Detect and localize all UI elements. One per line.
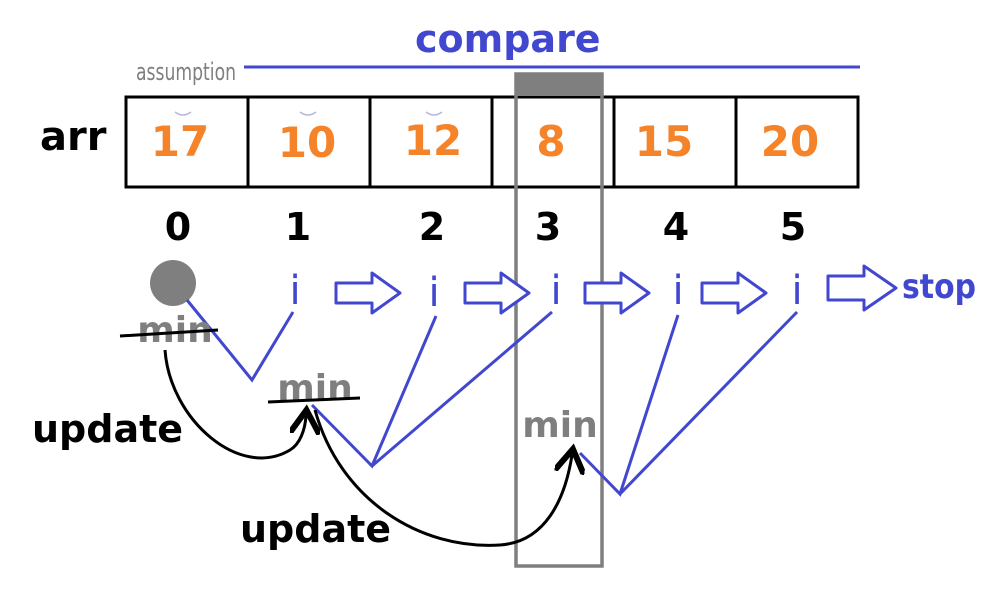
- array-value-2: 12: [404, 116, 462, 165]
- update-arrow-icon-2: [313, 409, 572, 547]
- array-cell-5: [734, 95, 860, 189]
- iterator-i-4: i: [672, 268, 683, 314]
- iterator-i-2: i: [428, 270, 439, 316]
- min-highlight-column: [514, 72, 604, 568]
- compare-label: compare: [415, 17, 601, 61]
- array-value-4: 15: [635, 117, 693, 166]
- array-values: 17 10 12 8 15 20: [151, 116, 819, 167]
- index-4: 4: [663, 205, 689, 249]
- array-indices: 0 1 2 3 4 5: [165, 205, 806, 249]
- min-highlight-cap: [516, 74, 602, 96]
- assumption-label: assumption: [136, 58, 236, 86]
- index-0: 0: [165, 205, 191, 249]
- step-arrow-icon-1: [334, 271, 402, 315]
- array-value-3: 8: [536, 117, 565, 166]
- start-dot-icon: [150, 260, 196, 306]
- min-strike-0: [119, 328, 219, 338]
- index-3: 3: [535, 205, 561, 249]
- array-name: arr: [40, 114, 107, 160]
- step-arrow-icon-2: [463, 271, 531, 315]
- step-arrow-icon-4: [700, 271, 768, 315]
- index-5: 5: [780, 205, 806, 249]
- array-boxes: [124, 95, 860, 189]
- array-value-1: 10: [278, 118, 336, 167]
- min-strike-1: [267, 396, 361, 404]
- min-marker-1: min: [277, 368, 352, 409]
- index-2: 2: [419, 205, 445, 249]
- comparison-lines: [185, 299, 799, 497]
- update-label-2: update: [240, 507, 391, 551]
- update-arrow-icon-1: [163, 349, 306, 460]
- stop-label: stop: [902, 267, 976, 307]
- update-label-1: update: [32, 407, 183, 451]
- step-arrow-icon-5: [826, 264, 898, 312]
- iterator-i-3: i: [550, 268, 561, 314]
- iterator-i-1: i: [289, 268, 300, 314]
- array-value-5: 20: [761, 117, 819, 166]
- iterator-labels: i i i i i: [289, 268, 802, 316]
- update-arrows: [163, 349, 572, 547]
- array-value-0: 17: [151, 117, 209, 166]
- index-1: 1: [285, 205, 311, 249]
- step-arrow-icon-3: [583, 271, 651, 315]
- step-arrows: [334, 264, 898, 315]
- min-marker-3: min: [522, 405, 597, 446]
- value-marks: [174, 111, 443, 116]
- min-markers: min min min: [137, 310, 597, 446]
- iterator-i-5: i: [791, 268, 802, 314]
